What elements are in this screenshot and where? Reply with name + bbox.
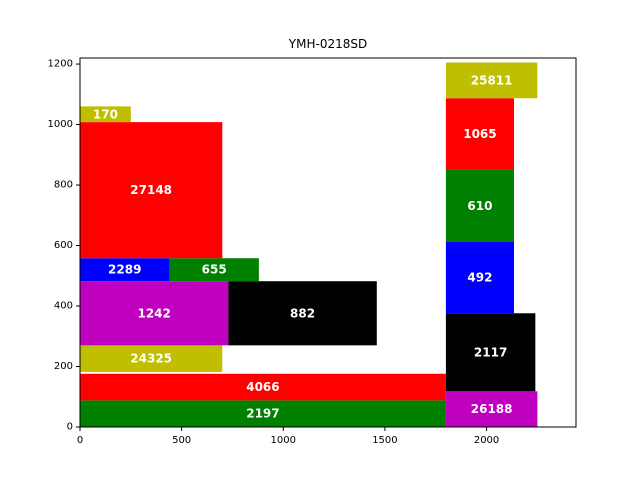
- rect-label-2117: 2117: [474, 345, 507, 359]
- x-tick-label: 2000: [474, 435, 499, 446]
- rect-item-2117: [445, 313, 536, 392]
- rect-item-655: [169, 258, 259, 282]
- plot-frame: [79, 57, 577, 428]
- rect-label-25811: 25811: [471, 73, 513, 87]
- y-tick-label: 1200: [48, 59, 73, 70]
- rect-item-610: [445, 169, 514, 242]
- rect-label-1065: 1065: [463, 127, 496, 141]
- x-tick-label: 1500: [372, 435, 397, 446]
- rect-item-492: [445, 241, 514, 314]
- rect-item-4066: [80, 373, 446, 401]
- rect-label-655: 655: [202, 263, 227, 277]
- x-tick-label: 1000: [271, 435, 296, 446]
- y-tick-label: 800: [54, 180, 73, 191]
- rect-item-1242: [80, 281, 229, 346]
- plot-area: 2197 4066 24325 1242 882 2289 655 27148 170 26188…: [80, 62, 538, 427]
- rect-item-24325: [80, 345, 223, 372]
- rect-item-26188: [445, 391, 538, 427]
- y-tick-label: 600: [54, 240, 73, 251]
- rect-item-882: [228, 281, 377, 346]
- x-tick-label: 0: [77, 435, 83, 446]
- rect-label-26188: 26188: [471, 402, 513, 416]
- rect-label-2197: 2197: [246, 407, 279, 421]
- x-tick-label: 500: [172, 435, 191, 446]
- rect-label-4066: 4066: [246, 380, 279, 394]
- rect-label-27148: 27148: [130, 183, 172, 197]
- y-tick-label: 0: [67, 422, 73, 433]
- rect-item-2289: [80, 258, 170, 282]
- y-tick-label: 200: [54, 361, 73, 372]
- rect-label-170: 170: [93, 107, 118, 121]
- y-tick-label: 1000: [48, 119, 73, 130]
- rect-label-882: 882: [290, 306, 315, 320]
- rect-item-25811: [445, 62, 538, 99]
- rect-label-24325: 24325: [130, 352, 172, 366]
- rect-item-2197: [80, 400, 446, 427]
- rect-label-610: 610: [467, 199, 492, 213]
- y-tick-label: 400: [54, 301, 73, 312]
- rect-item-1065: [445, 98, 514, 170]
- rect-label-2289: 2289: [108, 263, 141, 277]
- axes: 0 500 1000 1500 2000 0 200 400 600 800 1000 1200: [48, 59, 500, 446]
- rect-label-492: 492: [467, 270, 492, 284]
- rect-item-27148: [80, 122, 223, 259]
- rect-label-1242: 1242: [137, 306, 170, 320]
- chart-title: YMH-0218SD: [288, 37, 367, 51]
- rect-item-170: [80, 106, 131, 123]
